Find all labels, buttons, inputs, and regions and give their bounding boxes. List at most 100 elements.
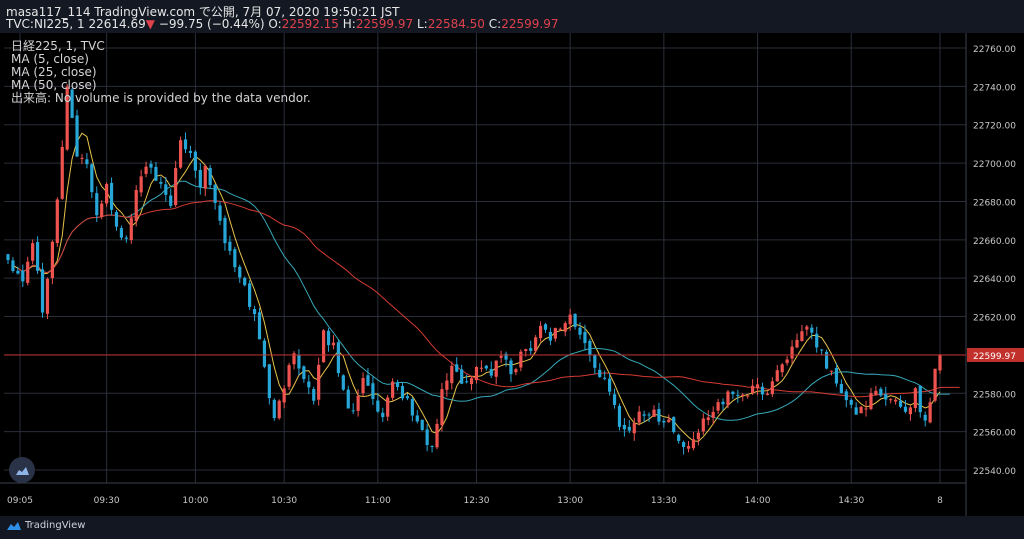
candle-body	[854, 407, 858, 415]
candle-body	[346, 389, 350, 409]
candle-body	[790, 346, 794, 359]
candle-body	[465, 381, 469, 383]
candle-body	[662, 420, 666, 423]
candle-body	[780, 364, 784, 373]
candle-body	[144, 166, 148, 174]
candle-body	[928, 402, 932, 423]
candle-body	[578, 327, 582, 335]
candle-body	[884, 394, 888, 400]
candle-body	[420, 419, 424, 430]
candle-body	[726, 391, 730, 406]
candle-body	[400, 386, 405, 399]
candle-body	[529, 348, 533, 351]
high-value: 22599.97	[355, 17, 414, 31]
candle-body	[859, 406, 863, 414]
candle-body	[129, 218, 133, 241]
candle-body	[681, 442, 686, 447]
candle-body	[45, 278, 50, 314]
candle-body	[445, 380, 449, 390]
candle-body	[711, 411, 715, 418]
candle-body	[933, 368, 937, 401]
candle-body	[149, 163, 153, 168]
candle-body	[410, 399, 414, 416]
legend-ma25[interactable]: MA (25, close)	[11, 65, 97, 79]
candle-body	[90, 164, 94, 193]
close-value: 22599.97	[501, 17, 559, 31]
candle-body	[637, 411, 641, 423]
candle-body	[879, 388, 883, 396]
y-tick-label: 22720.00	[973, 122, 1016, 132]
candle-body	[509, 360, 513, 375]
candle-body	[479, 367, 483, 369]
candle-body	[573, 313, 577, 327]
candle-body	[60, 146, 64, 199]
candle-body	[415, 415, 419, 422]
candle-body	[105, 184, 109, 204]
candle-body	[469, 378, 474, 385]
candle-body	[839, 384, 843, 394]
candle-body	[440, 389, 444, 426]
candle-body	[583, 331, 587, 344]
candle-body	[524, 349, 528, 352]
x-tick-label: 14:00	[745, 496, 771, 506]
candle-body	[312, 389, 316, 401]
candle-body	[741, 394, 745, 397]
candle-body	[341, 375, 345, 390]
tradingview-cloud-icon	[7, 522, 21, 530]
brand[interactable]: TradingView	[6, 520, 85, 531]
candle-body	[80, 157, 84, 159]
candle-body	[474, 367, 479, 381]
candle-body	[85, 159, 89, 165]
price-chart[interactable]: 22540.0022560.0022580.0022600.0022620.00…	[0, 33, 1024, 516]
candle-body	[898, 400, 903, 407]
candle-body	[672, 417, 676, 433]
candle-body	[622, 424, 627, 430]
candle-body	[504, 353, 508, 360]
legend-volume[interactable]: 出来高: No volume is provided by the data v…	[11, 91, 311, 105]
candle-body	[534, 337, 538, 352]
candle-body	[499, 355, 503, 358]
candle-body	[55, 199, 59, 244]
candle-body	[731, 391, 735, 395]
candle-body	[538, 325, 543, 339]
candle-body	[282, 388, 286, 403]
legend-ma50[interactable]: MA (50, close)	[11, 78, 97, 92]
candle-body	[356, 396, 360, 411]
candle-body	[775, 370, 779, 382]
y-tick-label: 22680.00	[973, 198, 1016, 208]
ohlc-line: TVC:NI225, 1 22614.69▼ −99.75 (−0.44%) O…	[6, 17, 558, 31]
candle-body	[795, 339, 799, 348]
candle-body	[326, 330, 331, 346]
candle-body	[95, 193, 99, 216]
candle-body	[381, 412, 385, 418]
candle-body	[667, 419, 671, 422]
chart-header-bar: masa117_114 TradingView.com で公開, 7月 07, …	[0, 0, 1024, 33]
candle-body	[657, 409, 661, 422]
candle-body	[6, 254, 10, 260]
candle-body	[751, 385, 755, 394]
candle-body	[844, 391, 848, 401]
candle-body	[317, 364, 321, 400]
candle-body	[297, 354, 301, 369]
x-tick-label: 13:30	[651, 496, 677, 506]
x-tick-label: 10:30	[271, 496, 297, 506]
tradingview-logo-button[interactable]	[9, 457, 35, 483]
candle-body	[627, 426, 631, 431]
candle-body	[785, 359, 789, 364]
candle-body	[553, 328, 557, 339]
open-label: O:	[268, 17, 282, 31]
legend-symbol[interactable]: 日経225, 1, TVC	[11, 39, 105, 53]
candle-body	[26, 261, 30, 283]
candle-body	[40, 269, 45, 313]
ma25-line	[27, 180, 950, 421]
candle-body	[913, 388, 917, 409]
y-tick-label: 22620.00	[973, 314, 1016, 324]
candle-body	[21, 270, 25, 282]
candle-body	[351, 410, 355, 412]
candle-body	[647, 414, 651, 416]
candle-body	[119, 228, 124, 238]
legend-ma5[interactable]: MA (5, close)	[11, 52, 89, 66]
candle-body	[100, 203, 104, 217]
candle-body	[908, 407, 913, 415]
candle-body	[598, 369, 602, 378]
